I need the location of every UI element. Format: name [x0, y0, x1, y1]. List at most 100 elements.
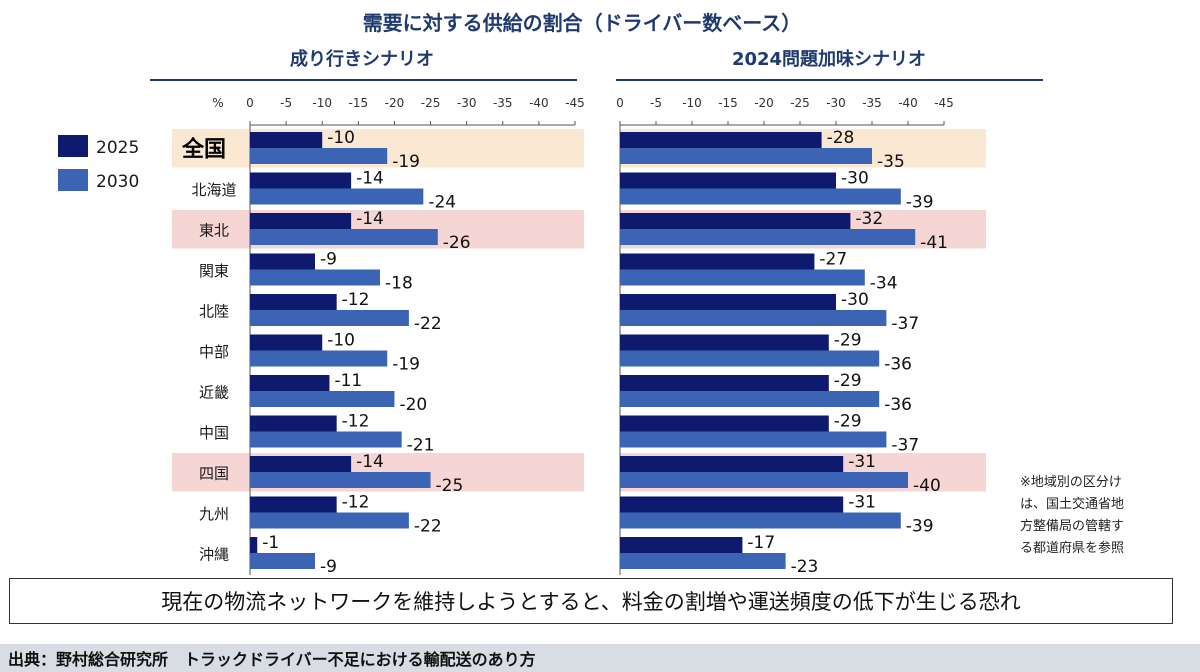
tick-label: -45 [565, 96, 585, 110]
tick-label: -30 [457, 96, 477, 110]
bar-2025 [250, 132, 323, 148]
bar-2030 [620, 229, 916, 245]
bar-2030 [250, 391, 395, 407]
note-line: 方整備局の管轄す [1020, 518, 1124, 534]
bar-2025 [250, 496, 337, 513]
tick-label: 0 [616, 96, 624, 110]
bar-2030 [250, 269, 380, 286]
bar-2030 [250, 553, 315, 569]
data-label: -36 [884, 355, 912, 375]
bar-2030 [620, 350, 880, 367]
bar-2025 [250, 213, 352, 229]
chart-main-title: 需要に対する供給の割合（ドライバー数ベース） [363, 11, 802, 35]
region-label: 全国 [181, 136, 226, 162]
panel-title: 成り行きシナリオ [290, 48, 434, 70]
bar-2025 [620, 334, 829, 351]
bar-2025 [620, 415, 829, 432]
data-label: -11 [334, 371, 362, 391]
data-label: -24 [428, 193, 456, 213]
bar-2030 [250, 188, 424, 205]
bar-2025 [620, 294, 836, 310]
data-label: -39 [906, 193, 934, 213]
data-label: -37 [891, 314, 919, 334]
chart-panel: 成り行きシナリオ 0 -5 -10 -15 -20 -25 -30 -35 -40 -45 -10 -1… [150, 48, 585, 577]
bar-2025 [620, 537, 743, 553]
bar-2030 [620, 431, 887, 448]
tick-label: -40 [898, 96, 918, 110]
data-label: -22 [414, 314, 442, 334]
data-label: -20 [399, 395, 427, 415]
note-line: る都道府県を参照 [1020, 540, 1124, 556]
data-label: -14 [356, 452, 384, 472]
note-line: は、国土交通省地 [1020, 496, 1124, 512]
legend-swatch [58, 169, 88, 191]
bar-2025 [250, 415, 337, 432]
bar-2030 [250, 431, 402, 448]
tick-label: -5 [280, 96, 292, 110]
data-label: -19 [392, 152, 420, 172]
bar-2030 [620, 512, 901, 529]
data-label: -41 [920, 233, 948, 253]
bar-2030 [620, 269, 865, 286]
bar-2025 [250, 334, 323, 351]
data-label: -12 [342, 412, 370, 432]
bar-2030 [620, 148, 872, 164]
tick-label: -15 [349, 96, 369, 110]
bar-2025 [250, 253, 315, 270]
bar-2030 [620, 310, 887, 326]
tick-label: -35 [493, 96, 513, 110]
data-label: -31 [848, 493, 876, 513]
chart-canvas: 需要に対する供給の割合（ドライバー数ベース） 成り行きシナリオ 0 -5 -10 -15… [58, 11, 1124, 577]
region-label: 沖縄 [199, 545, 229, 563]
data-label: -30 [841, 169, 869, 189]
region-label: 中部 [199, 343, 229, 361]
chart-panels: 成り行きシナリオ 0 -5 -10 -15 -20 -25 -30 -35 -40 -45 -10 -1… [150, 48, 1043, 577]
tick-label: -15 [718, 96, 738, 110]
region-label: 中国 [199, 424, 229, 442]
tick-label: -40 [529, 96, 549, 110]
data-label: -29 [834, 331, 862, 351]
bar-2025 [620, 496, 844, 513]
panel-title: 2024問題加味シナリオ [732, 49, 926, 70]
unit-label: % [212, 96, 223, 110]
data-label: -10 [327, 128, 355, 148]
bar-2025 [620, 375, 829, 391]
tick-label: -10 [682, 96, 702, 110]
data-label: -36 [884, 395, 912, 415]
source-footer: 出典：野村総合研究所 トラックドライバー不足における輸配送のあり方 [0, 644, 1200, 672]
bar-2030 [250, 512, 409, 529]
bar-2030 [620, 188, 901, 205]
legend-label: 2025 [96, 138, 139, 158]
bar-2025 [620, 172, 836, 189]
data-label: -1 [262, 533, 279, 553]
data-label: -30 [841, 290, 869, 310]
tick-label: -10 [312, 96, 332, 110]
data-label: -18 [385, 274, 413, 294]
data-label: -31 [848, 452, 876, 472]
bar-2030 [250, 350, 388, 367]
data-label: -21 [407, 436, 435, 456]
data-label: -17 [747, 533, 775, 553]
data-label: -39 [906, 517, 934, 537]
tick-label: -25 [421, 96, 441, 110]
data-label: -12 [342, 290, 370, 310]
bar-2025 [620, 253, 815, 270]
chart-panel: 2024問題加味シナリオ 0 -5 -10 -15 -20 -25 -30 -35 -40 -45 -… [616, 49, 1043, 577]
data-label: -34 [870, 274, 898, 294]
data-label: -23 [791, 557, 819, 577]
bar-2025 [250, 537, 258, 553]
note-line: ※地域別の区分け [1020, 475, 1122, 490]
bar-2025 [250, 294, 337, 310]
region-label: 東北 [199, 221, 229, 239]
bar-2030 [250, 229, 438, 245]
data-label: -29 [834, 412, 862, 432]
tick-label: -20 [754, 96, 774, 110]
data-label: -14 [356, 209, 384, 229]
tick-label: -25 [790, 96, 810, 110]
region-label: 近畿 [199, 383, 229, 401]
bar-2025 [620, 456, 844, 472]
bar-2030 [620, 391, 880, 407]
region-label: 九州 [199, 505, 229, 523]
